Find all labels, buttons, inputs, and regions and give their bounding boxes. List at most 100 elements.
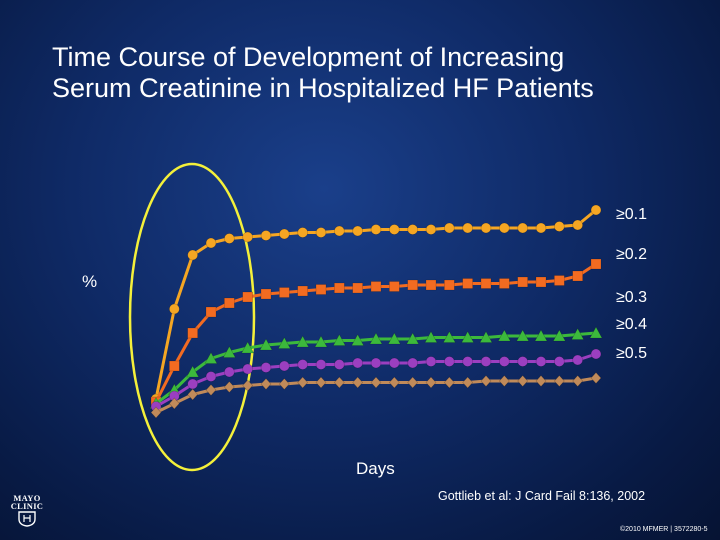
- series-4-point-16: [425, 356, 437, 367]
- series-1-point-7: [260, 230, 272, 241]
- series-layer: [149, 204, 603, 419]
- series-1-point-20: [499, 222, 510, 234]
- series-3-point-23: [552, 329, 566, 342]
- series-4-point-17: [444, 356, 455, 367]
- highlight-ellipse: [128, 162, 256, 472]
- series-2-point-7: [260, 288, 272, 300]
- series-2-point-24: [572, 270, 583, 282]
- title-line-1: Time Course of Development of Increasing: [52, 42, 565, 72]
- series-5-point-11: [333, 376, 345, 389]
- series-5-point-4: [205, 384, 217, 396]
- series-1-point-5: [224, 233, 235, 244]
- series-3-point-12: [351, 333, 365, 346]
- series-1-point-21: [517, 222, 528, 234]
- y-axis-label: %: [82, 272, 98, 291]
- series-1-point-25: [590, 204, 602, 216]
- series-5-point-5: [223, 381, 235, 393]
- series-3-point-15: [406, 332, 420, 345]
- series-3: [149, 326, 603, 409]
- series-2-point-2: [169, 360, 180, 372]
- series-2-point-15: [407, 279, 418, 291]
- series-2-point-21: [517, 276, 528, 288]
- series-5-point-16: [425, 376, 437, 389]
- series-5-point-17: [443, 376, 455, 389]
- series-1: [150, 204, 602, 405]
- series-5-point-1: [150, 406, 162, 419]
- series-5-point-20: [498, 375, 510, 387]
- series-1-point-8: [279, 228, 290, 240]
- mayo-shield-icon: [18, 511, 36, 527]
- series-4-point-18: [462, 356, 473, 367]
- copyright-notice: ©2010 MFMER | 3572280-5: [620, 526, 708, 533]
- series-2-point-11: [334, 282, 345, 294]
- series-3-point-14: [387, 332, 401, 345]
- series-5-point-22: [535, 375, 547, 387]
- series-1-point-16: [425, 224, 437, 235]
- series-2-point-14: [389, 281, 400, 292]
- page-title: Time Course of Development of Increasing…: [52, 42, 672, 104]
- legend-entry-4: ≥0.4: [616, 316, 648, 333]
- series-2-point-6: [242, 291, 253, 303]
- mayo-clinic-logo: MAYO CLINIC: [8, 494, 46, 534]
- series-2-point-17: [444, 279, 455, 291]
- series-5-point-15: [407, 376, 419, 389]
- series-3-point-3: [186, 365, 200, 378]
- series-2-point-19: [480, 278, 492, 289]
- series-5-point-21: [517, 375, 529, 387]
- series-5-point-24: [572, 375, 584, 387]
- series-4-point-10: [315, 359, 327, 370]
- series-5-point-9: [297, 376, 309, 389]
- series-2-point-13: [370, 281, 382, 292]
- series-4: [150, 348, 602, 412]
- series-2-point-9: [297, 285, 308, 297]
- series-4-point-23: [554, 356, 565, 367]
- series-4-point-4: [205, 371, 217, 382]
- series-3-point-19: [479, 330, 493, 343]
- series-3-point-21: [516, 329, 530, 342]
- series-1-point-11: [334, 225, 345, 237]
- series-3-point-20: [497, 329, 511, 342]
- series-1-point-10: [315, 227, 327, 238]
- series-1-point-13: [370, 224, 382, 235]
- series-4-point-25: [590, 348, 602, 360]
- series-4-point-8: [279, 360, 290, 372]
- series-5-point-25: [590, 372, 602, 384]
- series-3-point-9: [296, 335, 310, 348]
- series-4-point-9: [297, 359, 308, 370]
- series-5-point-8: [278, 378, 290, 390]
- series-5: [150, 372, 602, 419]
- series-3-point-22: [534, 329, 548, 342]
- series-3-point-25: [589, 326, 603, 339]
- x-axis-label: Days: [356, 459, 395, 478]
- series-2-point-3: [187, 327, 198, 339]
- series-2-point-5: [224, 297, 235, 309]
- series-5-point-13: [370, 376, 382, 389]
- series-2-point-25: [590, 258, 602, 270]
- series-5-point-18: [462, 376, 474, 389]
- series-4-point-6: [242, 363, 253, 375]
- series-1-point-3: [187, 249, 198, 261]
- series-5-point-19: [480, 375, 492, 387]
- series-2-point-16: [425, 279, 437, 291]
- series-3-point-16: [424, 330, 438, 343]
- series-4-point-19: [480, 356, 492, 367]
- series-1-point-17: [444, 222, 455, 234]
- series-1-point-14: [389, 224, 400, 235]
- legend-entry-3: ≥0.3: [616, 289, 648, 306]
- series-1-point-9: [297, 227, 308, 238]
- series-1-point-2: [169, 303, 180, 315]
- series-2: [150, 258, 602, 408]
- series-4-point-11: [334, 359, 345, 370]
- series-4-point-15: [407, 357, 418, 369]
- series-1-point-15: [407, 224, 418, 235]
- series-1-point-23: [554, 221, 565, 232]
- series-5-point-23: [553, 375, 565, 387]
- series-4-point-21: [517, 356, 528, 367]
- series-1-point-12: [352, 225, 363, 237]
- series-3-point-6: [241, 341, 255, 354]
- series-2-point-10: [315, 284, 327, 295]
- series-2-point-22: [535, 276, 547, 288]
- series-4-point-20: [499, 356, 510, 367]
- series-1-point-18: [462, 222, 473, 234]
